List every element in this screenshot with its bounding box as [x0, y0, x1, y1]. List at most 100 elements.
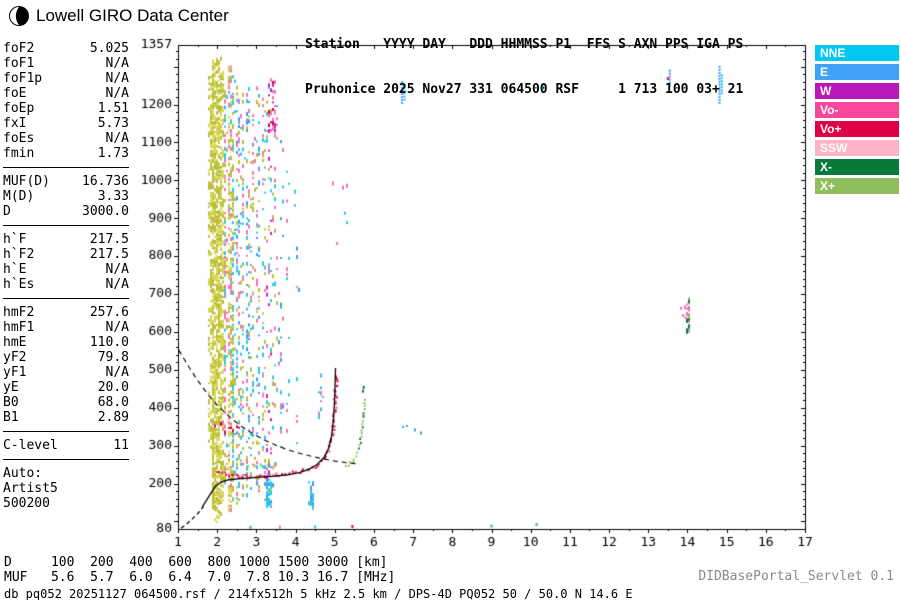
- param-label: foE: [3, 86, 27, 101]
- param-value: 2.89: [97, 410, 129, 425]
- param-label: hmF1: [3, 320, 35, 335]
- param-value: 3000.0: [82, 204, 129, 219]
- param-row: B1 2.89: [3, 410, 129, 425]
- lowell-logo-icon: [8, 5, 30, 27]
- d-muf-table: D 100 200 400 600 800 1000 1500 3000 [km…: [4, 555, 396, 585]
- param-label: h`F: [3, 232, 27, 247]
- param-row: C-level 11: [3, 438, 129, 453]
- param-value: N/A: [105, 56, 129, 71]
- param-label: yF1: [3, 365, 27, 380]
- param-row: B0 68.0: [3, 395, 129, 410]
- param-row: foEp 1.51: [3, 101, 129, 116]
- auto-label: Auto:: [3, 466, 43, 481]
- legend-item-e: E: [815, 64, 899, 80]
- param-row: yF2 79.8: [3, 350, 129, 365]
- param-label: foEp: [3, 101, 35, 116]
- param-label: C-level: [3, 438, 58, 453]
- legend-item-vo: Vo-: [815, 102, 899, 118]
- param-label: h`E: [3, 262, 27, 277]
- param-label: B0: [3, 395, 19, 410]
- auto-line: 500200: [3, 496, 50, 511]
- param-label: h`F2: [3, 247, 35, 262]
- param-row: foEs N/A: [3, 131, 129, 146]
- legend-item-x: X-: [815, 159, 899, 175]
- station-header-line1: Station YYYY DAY DDD HHMMSS P1 FFS S AXN…: [305, 37, 744, 52]
- param-label: hmE: [3, 335, 27, 350]
- param-row: M(D) 3.33: [3, 189, 129, 204]
- separator: [3, 298, 129, 299]
- param-label: yE: [3, 380, 19, 395]
- param-row: hmF2 257.6: [3, 305, 129, 320]
- legend-item-x: X+: [815, 178, 899, 194]
- auto-line: Artist5: [3, 481, 58, 496]
- param-label: h`Es: [3, 277, 35, 292]
- param-value: 1.73: [97, 146, 129, 161]
- param-row: yF1 N/A: [3, 365, 129, 380]
- brand-text: Lowell GIRO Data Center: [36, 6, 229, 25]
- separator: [3, 167, 129, 168]
- param-value: 5.025: [89, 41, 129, 56]
- param-value: 1.51: [97, 101, 129, 116]
- legend-item-vo: Vo+: [815, 121, 899, 137]
- echo-direction-legend: NNE E W Vo- Vo+ SSW X- X+: [815, 45, 899, 197]
- legend-item-w: W: [815, 83, 899, 99]
- param-value: 20.0: [97, 380, 129, 395]
- param-value: 16.736: [82, 174, 129, 189]
- param-row: h`F2 217.5: [3, 247, 129, 262]
- param-row: MUF(D) 16.736: [3, 174, 129, 189]
- separator: [3, 431, 129, 432]
- param-label: hmF2: [3, 305, 35, 320]
- param-label: fxI: [3, 116, 27, 131]
- param-value: N/A: [105, 365, 129, 380]
- param-row: foE N/A: [3, 86, 129, 101]
- param-row: fmin 1.73: [3, 146, 129, 161]
- param-label: fmin: [3, 146, 35, 161]
- param-value: N/A: [105, 277, 129, 292]
- param-label: M(D): [3, 189, 35, 204]
- header-brand: Lowell GIRO Data Center: [8, 5, 229, 27]
- param-row: yE 20.0: [3, 380, 129, 395]
- param-label: yF2: [3, 350, 27, 365]
- status-line: db pq052 20251127 064500.rsf / 214fx512h…: [4, 587, 633, 600]
- param-value: 217.5: [89, 247, 129, 262]
- param-value: 68.0: [97, 395, 129, 410]
- legend-item-ssw: SSW: [815, 140, 899, 156]
- separator: [3, 459, 129, 460]
- param-label: MUF(D): [3, 174, 50, 189]
- param-value: N/A: [105, 320, 129, 335]
- legend-item-nne: NNE: [815, 45, 899, 61]
- param-label: foF1p: [3, 71, 43, 86]
- param-value: N/A: [105, 86, 129, 101]
- param-value: 11: [113, 438, 129, 453]
- param-row: foF1 N/A: [3, 56, 129, 71]
- param-value: 5.73: [97, 116, 129, 131]
- param-row: h`E N/A: [3, 262, 129, 277]
- param-value: 79.8: [97, 350, 129, 365]
- param-row: foF2 5.025: [3, 41, 129, 56]
- station-header: Station YYYY DAY DDD HHMMSS P1 FFS S AXN…: [305, 7, 743, 127]
- param-value: 3.33: [97, 189, 129, 204]
- param-row: h`F 217.5: [3, 232, 129, 247]
- param-row: hmF1 N/A: [3, 320, 129, 335]
- separator: [3, 225, 129, 226]
- servlet-version: DIDBasePortal_Servlet 0.1: [698, 569, 894, 584]
- param-row: fxI 5.73: [3, 116, 129, 131]
- param-row: h`Es N/A: [3, 277, 129, 292]
- param-label: B1: [3, 410, 19, 425]
- param-row: foF1p N/A: [3, 71, 129, 86]
- param-value: N/A: [105, 131, 129, 146]
- param-value: N/A: [105, 262, 129, 277]
- station-header-line2: Pruhonice 2025 Nov27 331 064500 RSF 1 71…: [305, 82, 744, 97]
- param-label: foF1: [3, 56, 35, 71]
- param-label: D: [3, 204, 11, 219]
- param-label: foF2: [3, 41, 35, 56]
- param-value: N/A: [105, 71, 129, 86]
- param-row: D 3000.0: [3, 204, 129, 219]
- param-value: 217.5: [89, 232, 129, 247]
- param-value: 257.6: [89, 305, 129, 320]
- parameter-panel: foF2 5.025 foF1 N/A foF1p N/A foE N/A foEp 1.51 fx…: [3, 41, 129, 511]
- param-value: 110.0: [89, 335, 129, 350]
- param-label: foEs: [3, 131, 35, 146]
